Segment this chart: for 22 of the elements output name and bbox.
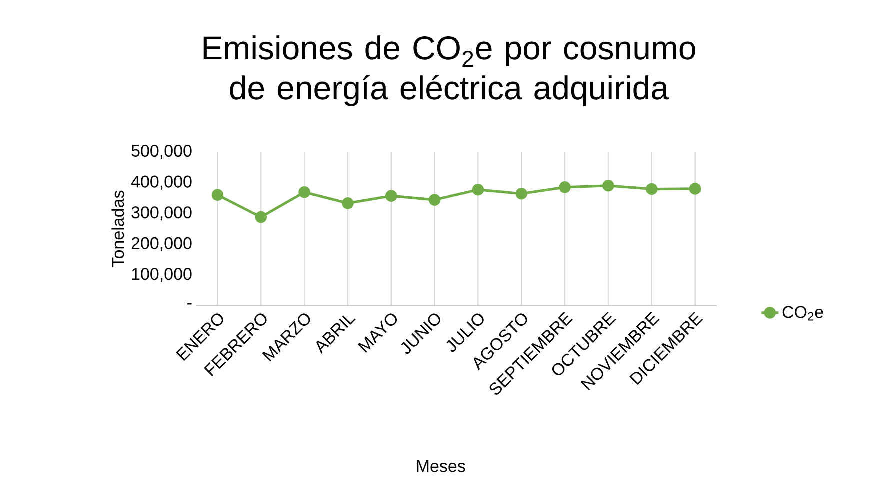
y-tick-label: - [188, 303, 192, 305]
y-tick-label: 500,000 [132, 144, 192, 160]
legend-label: CO$_{2}$e [782, 306, 824, 321]
point [342, 198, 354, 210]
y-tick-label: 100,000 [132, 268, 192, 282]
point [689, 183, 702, 195]
point [212, 189, 224, 202]
y-axis-title: Toneladas [112, 190, 124, 268]
point [559, 182, 571, 194]
point [472, 184, 484, 196]
x-axis-title: Meses [417, 460, 466, 472]
y-tick-label: 300,000 [132, 206, 192, 221]
point [298, 186, 310, 198]
point [646, 183, 658, 196]
point [516, 188, 528, 200]
point [385, 190, 398, 202]
y-tick-label: 400,000 [131, 176, 192, 190]
point [428, 194, 441, 206]
chart-title: Emisiones de CO$_{2}$e por cosnumo de energía eléctrica adquirida [204, 36, 696, 106]
point [255, 211, 268, 224]
y-tick-label: 200,000 [132, 237, 192, 252]
point [602, 180, 614, 192]
